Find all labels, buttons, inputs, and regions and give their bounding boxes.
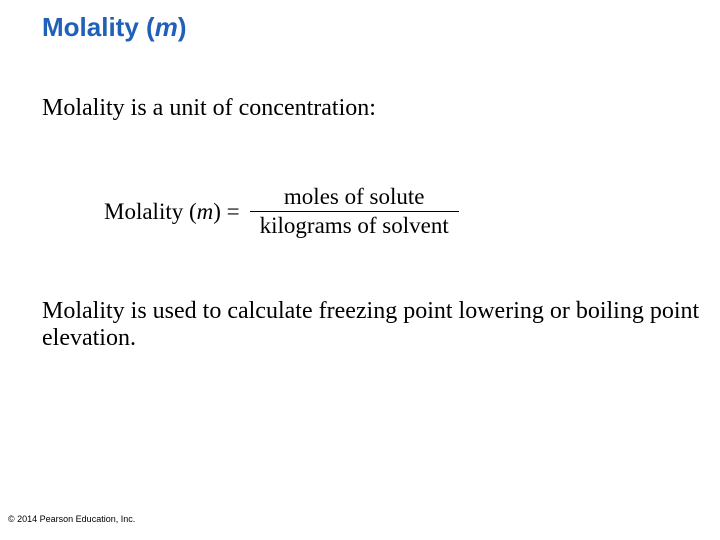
- slide-title: Molality (m): [0, 0, 720, 43]
- formula-lhs-text: Molality (: [104, 199, 197, 224]
- title-word: Molality: [42, 12, 139, 42]
- formula-numerator: moles of solute: [274, 184, 435, 211]
- formula-lhs-m: m: [197, 199, 214, 224]
- copyright-notice: © 2014 Pearson Education, Inc.: [8, 514, 135, 524]
- formula-fraction: moles of solute kilograms of solvent: [250, 184, 459, 240]
- formula-lhs-close: ) =: [213, 199, 239, 224]
- title-paren-open: (: [139, 12, 155, 42]
- molality-formula: Molality (m) = moles of solute kilograms…: [42, 166, 720, 258]
- title-paren-close: ): [178, 12, 187, 42]
- definition-sentence: Molality is a unit of concentration:: [42, 95, 720, 122]
- title-symbol-m: m: [155, 12, 178, 42]
- formula-denominator: kilograms of solvent: [250, 212, 459, 239]
- usage-sentence: Molality is used to calculate freezing p…: [42, 298, 702, 352]
